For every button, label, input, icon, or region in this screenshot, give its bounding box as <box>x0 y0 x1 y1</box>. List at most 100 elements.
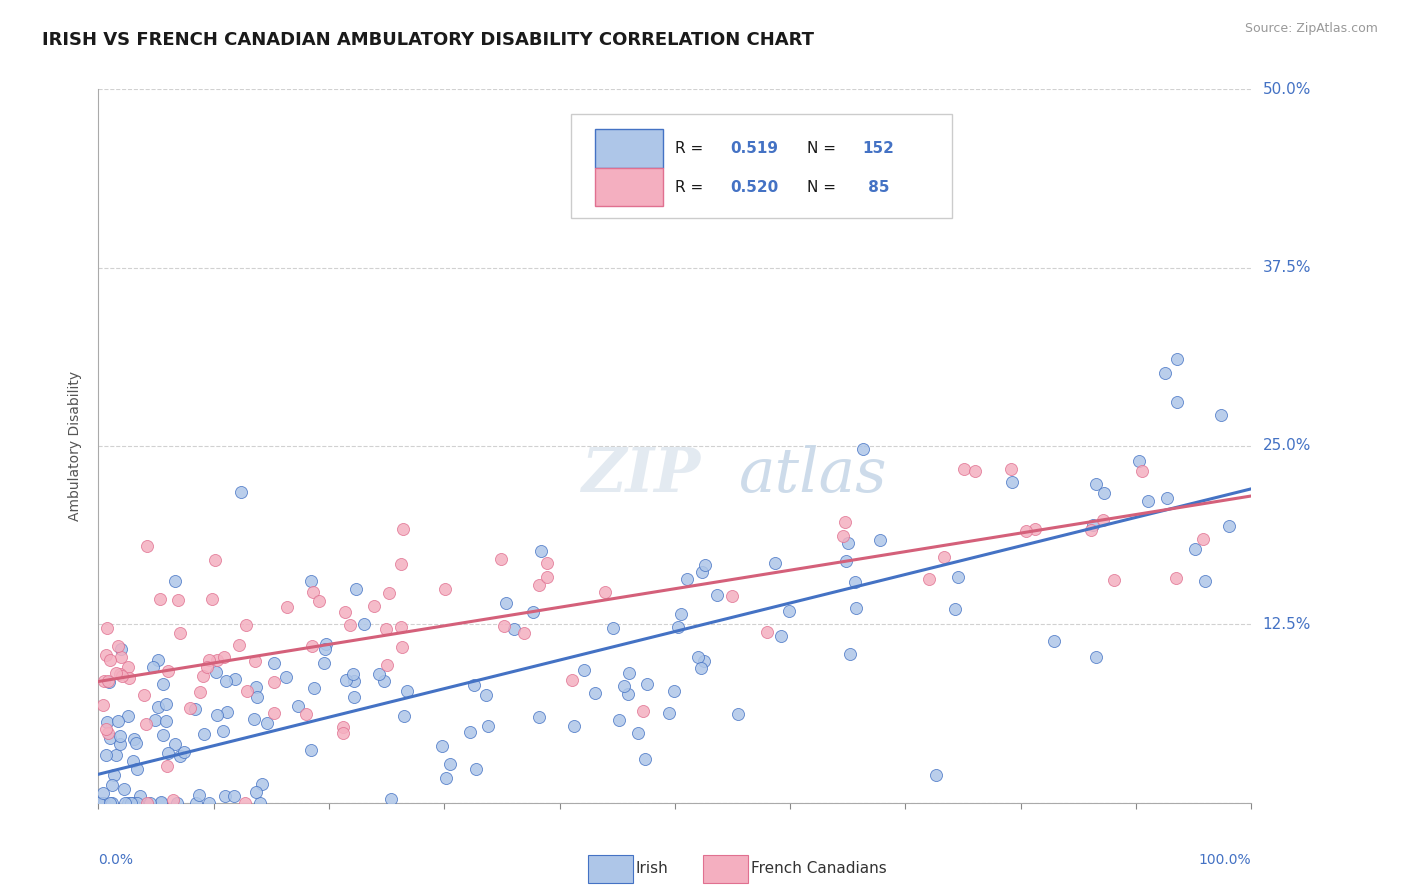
Point <box>593 584 616 599</box>
Point <box>335 673 357 687</box>
Point <box>149 591 172 606</box>
Point <box>198 653 221 667</box>
Point <box>491 552 513 566</box>
Point <box>617 687 640 701</box>
Point <box>214 650 236 665</box>
Point <box>157 664 180 678</box>
Point <box>122 731 145 746</box>
Point <box>198 796 221 810</box>
Point <box>1136 493 1159 508</box>
Point <box>946 569 969 583</box>
Point <box>249 796 271 810</box>
Point <box>112 781 135 796</box>
Point <box>110 729 132 743</box>
Text: N =: N = <box>807 179 841 194</box>
Point <box>671 607 693 621</box>
Point <box>245 785 267 799</box>
Text: N =: N = <box>807 141 841 156</box>
Point <box>433 582 456 597</box>
Text: ZIP: ZIP <box>581 444 700 505</box>
Point <box>150 796 173 810</box>
Point <box>1094 485 1116 500</box>
Point <box>212 724 235 739</box>
Point <box>187 789 209 803</box>
Point <box>179 701 201 715</box>
Point <box>572 663 595 677</box>
Point <box>107 640 129 654</box>
Text: 100.0%: 100.0% <box>1199 853 1251 867</box>
Point <box>156 747 179 761</box>
Point <box>627 725 650 739</box>
Point <box>389 620 412 634</box>
Point <box>167 592 190 607</box>
Point <box>475 688 498 702</box>
Point <box>93 796 115 810</box>
Point <box>184 701 207 715</box>
Point <box>392 522 415 536</box>
Point <box>98 731 121 745</box>
Point <box>1194 574 1216 589</box>
Point <box>246 690 269 705</box>
Point <box>1081 518 1104 533</box>
Point <box>953 462 976 476</box>
Text: Source: ZipAtlas.com: Source: ZipAtlas.com <box>1244 22 1378 36</box>
Point <box>165 737 187 751</box>
Point <box>727 706 749 721</box>
Point <box>155 698 177 712</box>
Point <box>139 796 162 810</box>
Point <box>156 759 179 773</box>
Point <box>720 589 742 603</box>
Point <box>96 714 118 729</box>
Point <box>834 516 856 530</box>
Point <box>122 754 145 768</box>
Point <box>173 745 195 759</box>
Point <box>1128 454 1150 468</box>
Point <box>1192 532 1215 546</box>
Point <box>1209 408 1232 422</box>
Point <box>135 717 157 731</box>
Point <box>1130 464 1153 478</box>
Point <box>770 629 793 643</box>
Point <box>114 796 136 810</box>
Point <box>263 706 285 720</box>
Point <box>91 698 114 712</box>
Text: 50.0%: 50.0% <box>1263 82 1310 96</box>
Point <box>91 796 114 810</box>
Point <box>463 678 485 692</box>
Point <box>1218 518 1240 533</box>
Point <box>1000 462 1022 476</box>
Point <box>869 533 891 548</box>
Point <box>676 572 699 586</box>
Point <box>1085 476 1108 491</box>
Point <box>224 672 246 686</box>
Point <box>658 706 681 720</box>
Point <box>188 685 211 699</box>
Text: IRISH VS FRENCH CANADIAN AMBULATORY DISABILITY CORRELATION CHART: IRISH VS FRENCH CANADIAN AMBULATORY DISA… <box>42 31 814 49</box>
Point <box>1024 522 1046 536</box>
Point <box>263 674 285 689</box>
Point <box>377 586 399 600</box>
Point <box>287 699 309 714</box>
Point <box>152 677 174 691</box>
Point <box>458 725 481 739</box>
Point <box>918 573 941 587</box>
Point <box>299 574 322 588</box>
Text: Irish: Irish <box>636 862 668 876</box>
Point <box>120 796 142 810</box>
Point <box>145 713 167 727</box>
Point <box>302 585 325 599</box>
Point <box>1001 475 1024 489</box>
Point <box>695 558 717 573</box>
Point <box>117 660 139 674</box>
Point <box>93 673 115 688</box>
Text: 0.520: 0.520 <box>730 179 779 194</box>
Point <box>666 619 689 633</box>
Point <box>122 796 145 810</box>
Point <box>146 653 169 667</box>
Point <box>380 792 402 806</box>
Point <box>845 601 868 615</box>
Point <box>301 639 323 653</box>
Point <box>314 641 336 656</box>
Point <box>631 704 654 718</box>
Point <box>832 529 855 543</box>
